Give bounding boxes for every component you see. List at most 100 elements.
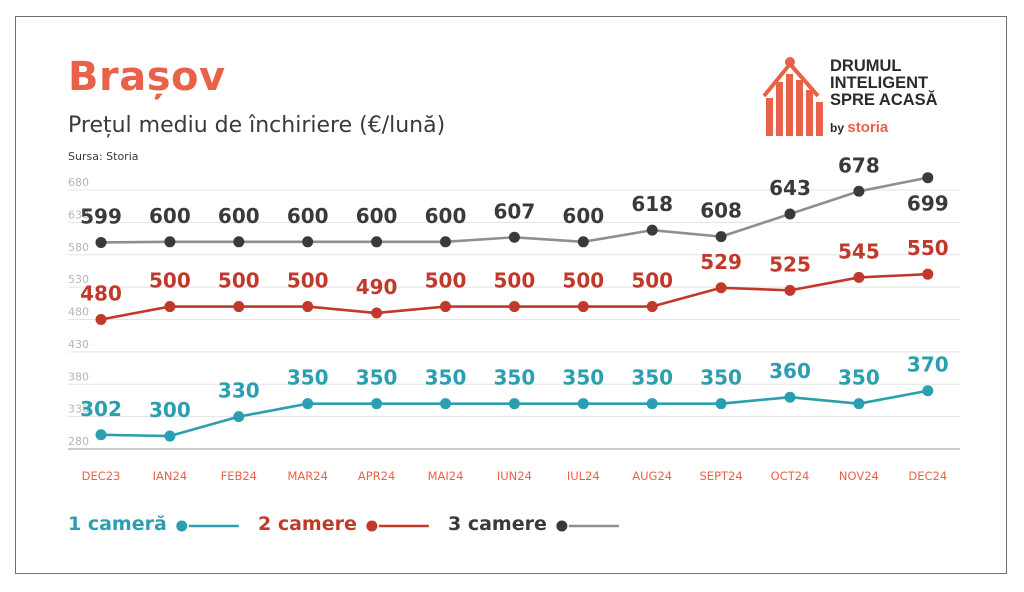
data-label: 500 (425, 269, 467, 293)
logo-line: DRUMUL (830, 57, 902, 75)
data-label: 545 (838, 239, 880, 263)
x-tick-label: DEC24 (908, 469, 947, 483)
data-point (233, 301, 245, 313)
data-labels: 302 300 330 350 350 350 350 350 350 350 360 350 370 4… (80, 153, 949, 422)
data-label: 350 (631, 366, 673, 390)
data-point (715, 282, 727, 294)
data-label: 300 (149, 398, 191, 422)
chart-title: Brașov (68, 54, 226, 100)
data-label: 350 (425, 366, 467, 390)
data-label: 350 (356, 366, 398, 390)
x-tick-label: IAN24 (153, 469, 188, 483)
data-label: 500 (631, 269, 673, 293)
data-label: 350 (287, 366, 329, 390)
data-label: 529 (700, 250, 742, 274)
x-tick-label: SEPT24 (700, 469, 743, 483)
data-label: 500 (287, 269, 329, 293)
data-point (853, 271, 865, 283)
data-point (508, 301, 520, 313)
data-point (715, 231, 727, 243)
y-tick-label: 430 (68, 338, 89, 351)
data-point (508, 231, 520, 243)
data-label: 350 (700, 366, 742, 390)
y-tick-label: 280 (68, 435, 89, 448)
chart-card (15, 16, 1007, 574)
y-tick-label: 480 (68, 306, 89, 319)
legend-marks (176, 520, 619, 532)
data-label: 330 (218, 379, 260, 403)
data-label: 550 (907, 236, 949, 260)
logo-by-word: by (830, 121, 845, 135)
data-point (715, 398, 727, 410)
data-point (371, 307, 383, 319)
x-tick-label: MAR24 (287, 469, 327, 483)
chart-subtitle: Prețul mediu de închiriere (€/lună) (68, 113, 446, 138)
x-tick-label: NOV24 (839, 469, 879, 483)
data-point (646, 224, 658, 236)
x-tick-label: FEB24 (221, 469, 257, 483)
data-point (371, 398, 383, 410)
data-label: 678 (838, 153, 880, 177)
logo-by: by storia (830, 119, 888, 136)
x-tick-label: OCT24 (771, 469, 810, 483)
data-point (440, 236, 451, 248)
logo-text: DRUMUL INTELIGENT SPRE ACASĂ (830, 58, 938, 109)
data-label: 360 (769, 359, 811, 383)
data-label: 350 (838, 366, 880, 390)
data-point (164, 301, 176, 313)
data-point (784, 391, 796, 403)
y-tick-label: 530 (68, 273, 89, 286)
data-label: 500 (494, 269, 536, 293)
data-label: 599 (80, 204, 122, 228)
data-point (577, 236, 589, 248)
data-label: 618 (631, 192, 673, 216)
data-point (95, 314, 107, 325)
x-tick-label: IUN24 (497, 469, 532, 483)
data-label: 600 (356, 204, 398, 228)
data-point (646, 301, 658, 313)
y-tick-label: 680 (68, 176, 89, 189)
data-point (853, 185, 865, 197)
data-point (371, 236, 383, 248)
data-label: 600 (562, 204, 604, 228)
x-tick-label: DEC23 (82, 469, 121, 483)
x-tick-label: MAI24 (428, 469, 464, 483)
legend-label-1-camera: 1 cameră (68, 513, 167, 535)
data-label: 500 (562, 269, 604, 293)
data-label: 600 (149, 204, 191, 228)
data-point (577, 398, 589, 410)
data-point (508, 398, 520, 410)
y-tick-label: 630 (68, 208, 89, 221)
house-bars-logo-icon (762, 57, 823, 136)
data-point (164, 430, 176, 442)
legend-label-3-camere: 3 camere (448, 513, 547, 535)
data-label: 600 (425, 204, 467, 228)
data-point (784, 208, 796, 220)
y-tick-label: 580 (68, 241, 89, 254)
data-label: 350 (562, 366, 604, 390)
logo-line: INTELIGENT (830, 74, 929, 92)
data-label: 608 (700, 199, 742, 223)
data-point (233, 411, 245, 423)
data-point (784, 284, 796, 296)
source-note: Sursa: Storia (68, 150, 139, 163)
data-label: 302 (80, 397, 122, 421)
legend-marker-dot (176, 520, 188, 532)
legend-label-2-camere: 2 camere (258, 513, 357, 535)
data-label: 350 (494, 366, 536, 390)
data-point (440, 301, 451, 313)
x-tick-label: IUL24 (567, 469, 600, 483)
data-point (164, 236, 176, 248)
data-label: 490 (356, 275, 398, 299)
logo-brand: storia (847, 119, 889, 136)
data-point (95, 236, 107, 248)
x-tick-label: AUG24 (632, 469, 672, 483)
data-label: 480 (80, 282, 122, 306)
legend-marker-dot (366, 520, 378, 532)
legend-marker-dot (556, 520, 568, 532)
data-point (302, 301, 314, 313)
y-tick-label: 380 (68, 370, 89, 383)
series-points (95, 172, 934, 442)
x-axis-ticks: DEC23 IAN24 FEB24 MAR24 APR24 MAI24 IUN24 IUL24… (82, 469, 948, 483)
logo-line: SPRE ACASĂ (830, 91, 938, 109)
